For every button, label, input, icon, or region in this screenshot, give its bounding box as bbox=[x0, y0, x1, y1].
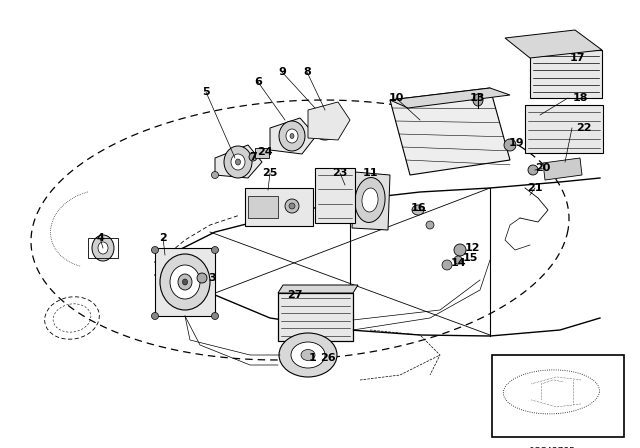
Ellipse shape bbox=[312, 110, 338, 140]
Ellipse shape bbox=[290, 134, 294, 138]
Ellipse shape bbox=[412, 205, 424, 215]
Ellipse shape bbox=[473, 94, 483, 106]
Text: 16: 16 bbox=[410, 203, 426, 213]
Polygon shape bbox=[390, 88, 510, 108]
Ellipse shape bbox=[285, 199, 299, 213]
Ellipse shape bbox=[454, 256, 462, 264]
Ellipse shape bbox=[170, 265, 200, 299]
Text: 6: 6 bbox=[254, 77, 262, 87]
Text: 3: 3 bbox=[208, 273, 216, 283]
Bar bbox=[525, 105, 603, 153]
Text: 8: 8 bbox=[303, 67, 311, 77]
Ellipse shape bbox=[362, 188, 378, 212]
Text: 23: 23 bbox=[332, 168, 348, 178]
Polygon shape bbox=[352, 172, 390, 230]
Ellipse shape bbox=[160, 254, 210, 310]
Ellipse shape bbox=[291, 342, 325, 368]
Text: 13: 13 bbox=[469, 93, 484, 103]
Text: 11: 11 bbox=[362, 168, 378, 178]
Ellipse shape bbox=[279, 333, 337, 377]
Ellipse shape bbox=[224, 146, 252, 178]
Ellipse shape bbox=[236, 159, 241, 165]
Bar bbox=[245, 188, 313, 226]
Ellipse shape bbox=[323, 122, 327, 128]
Text: 27: 27 bbox=[287, 290, 303, 300]
Polygon shape bbox=[215, 145, 262, 178]
Text: 5: 5 bbox=[202, 87, 210, 97]
Bar bbox=[248, 196, 278, 218]
Ellipse shape bbox=[197, 273, 207, 283]
Text: 14: 14 bbox=[450, 258, 466, 268]
Ellipse shape bbox=[355, 177, 385, 223]
Polygon shape bbox=[308, 102, 350, 140]
Bar bbox=[492, 355, 624, 437]
Polygon shape bbox=[270, 118, 316, 154]
Text: 2: 2 bbox=[159, 233, 167, 243]
Text: 12: 12 bbox=[464, 243, 480, 253]
Ellipse shape bbox=[152, 246, 159, 254]
Polygon shape bbox=[543, 158, 582, 180]
Bar bbox=[530, 50, 602, 98]
Ellipse shape bbox=[301, 349, 315, 361]
Ellipse shape bbox=[289, 203, 295, 209]
Text: 20: 20 bbox=[535, 163, 550, 173]
Ellipse shape bbox=[249, 153, 257, 161]
Text: 1: 1 bbox=[309, 353, 317, 363]
Text: 15: 15 bbox=[462, 253, 477, 263]
Text: 18: 18 bbox=[572, 93, 588, 103]
Ellipse shape bbox=[178, 274, 192, 290]
Ellipse shape bbox=[182, 279, 188, 285]
Text: 26: 26 bbox=[320, 353, 336, 363]
Bar bbox=[278, 293, 353, 341]
Ellipse shape bbox=[454, 244, 466, 256]
Text: 25: 25 bbox=[262, 168, 278, 178]
Ellipse shape bbox=[98, 242, 108, 254]
Ellipse shape bbox=[211, 313, 218, 319]
Ellipse shape bbox=[152, 313, 159, 319]
Ellipse shape bbox=[211, 246, 218, 254]
Ellipse shape bbox=[92, 235, 114, 261]
Bar bbox=[255, 148, 269, 158]
Bar bbox=[315, 168, 355, 223]
Text: 21: 21 bbox=[527, 183, 543, 193]
Ellipse shape bbox=[286, 129, 298, 143]
Ellipse shape bbox=[442, 260, 452, 270]
Text: 19: 19 bbox=[509, 138, 525, 148]
Text: 22: 22 bbox=[576, 123, 592, 133]
Text: 4: 4 bbox=[96, 233, 104, 243]
Text: 0CC43785: 0CC43785 bbox=[528, 447, 575, 448]
Polygon shape bbox=[278, 285, 358, 293]
Text: 9: 9 bbox=[278, 67, 286, 77]
Text: 24: 24 bbox=[257, 147, 273, 157]
Text: 17: 17 bbox=[569, 53, 585, 63]
Ellipse shape bbox=[504, 139, 516, 151]
Ellipse shape bbox=[528, 165, 538, 175]
Polygon shape bbox=[505, 30, 602, 58]
Ellipse shape bbox=[211, 172, 218, 178]
Ellipse shape bbox=[279, 121, 305, 151]
Polygon shape bbox=[390, 88, 510, 175]
Text: 10: 10 bbox=[388, 93, 404, 103]
Text: 7: 7 bbox=[249, 152, 257, 162]
Ellipse shape bbox=[426, 221, 434, 229]
Ellipse shape bbox=[231, 154, 245, 170]
Ellipse shape bbox=[319, 118, 331, 132]
Bar bbox=[155, 248, 215, 316]
